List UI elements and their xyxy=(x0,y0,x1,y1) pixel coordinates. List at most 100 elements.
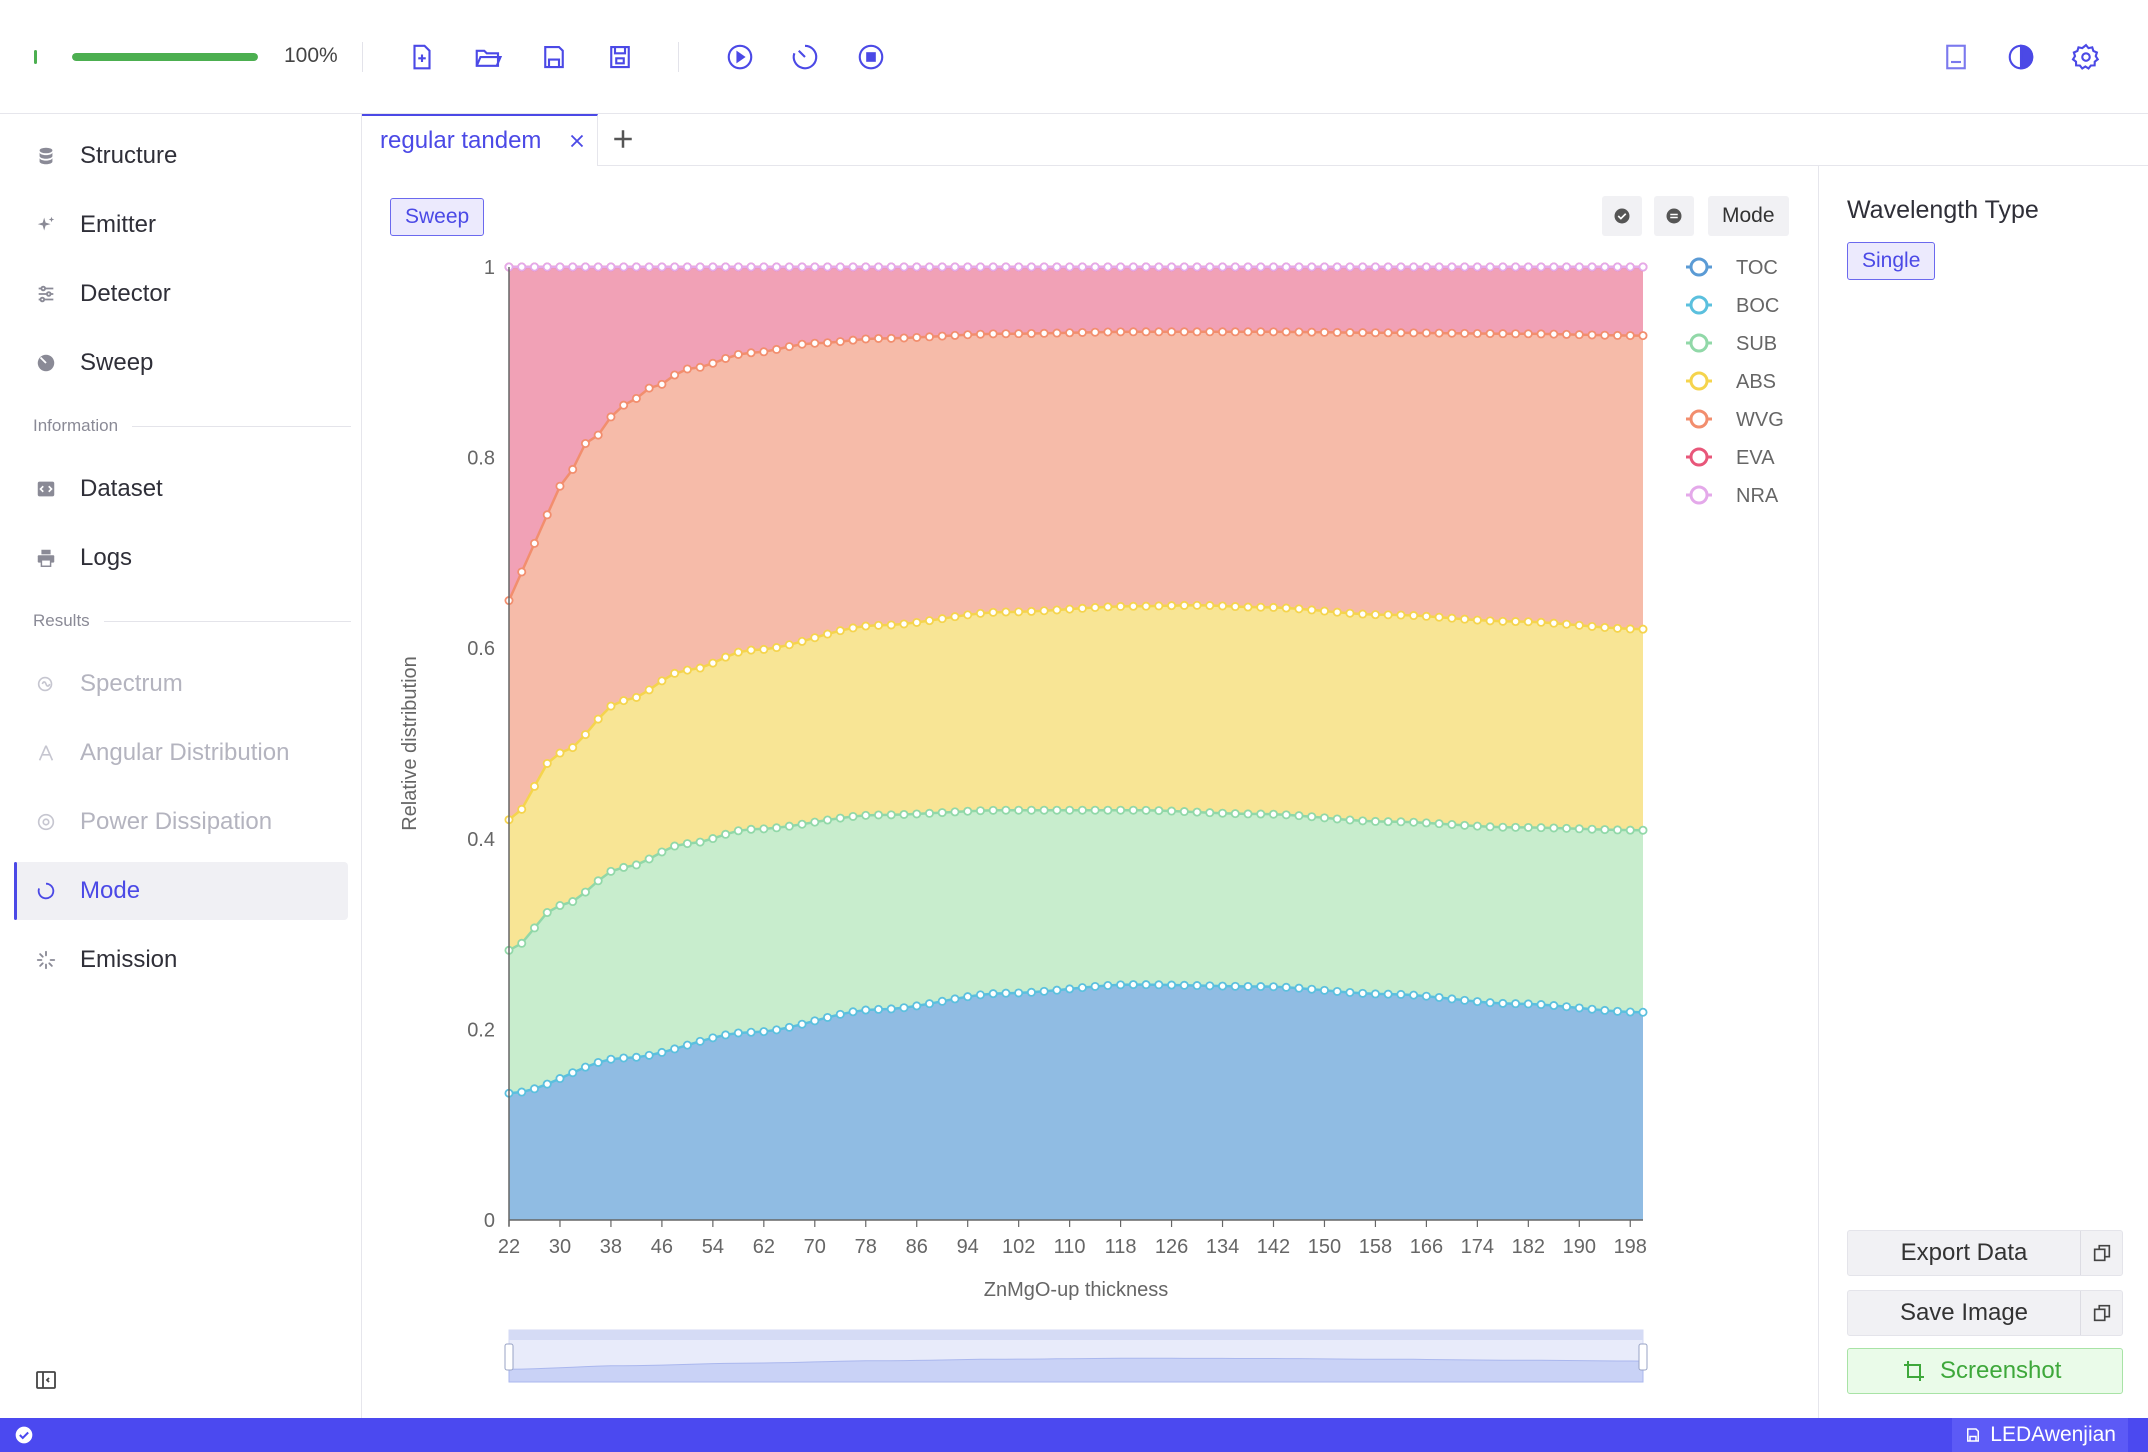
select-all-button[interactable] xyxy=(1602,196,1642,236)
point-boc xyxy=(1192,981,1202,991)
point-abs xyxy=(988,607,998,617)
point-sub xyxy=(759,824,769,834)
sidebar-item-power-dissipation[interactable]: Power Dissipation xyxy=(14,793,348,851)
sidebar-item-structure[interactable]: Structure xyxy=(14,127,348,185)
copy-image-button[interactable] xyxy=(2080,1291,2122,1335)
point-boc xyxy=(1307,984,1317,994)
point-abs xyxy=(1090,603,1100,613)
point-abs xyxy=(1613,623,1623,633)
sidebar-item-logs[interactable]: Logs xyxy=(14,529,348,587)
point-nra xyxy=(950,262,960,272)
point-nra xyxy=(797,262,807,272)
point-sub xyxy=(1128,805,1138,815)
save-button[interactable] xyxy=(535,38,573,76)
sidebar-item-dataset[interactable]: Dataset xyxy=(14,460,348,518)
sidebar-item-sweep[interactable]: Sweep xyxy=(14,334,348,392)
save-image-button[interactable]: Save Image xyxy=(1847,1290,2123,1336)
point-abs xyxy=(695,663,705,673)
point-boc xyxy=(1039,986,1049,996)
point-nra xyxy=(1383,262,1393,272)
point-boc xyxy=(1256,982,1266,992)
sidebar-item-spectrum[interactable]: Spectrum xyxy=(14,655,348,713)
point-boc xyxy=(1370,989,1380,999)
point-nra xyxy=(1179,262,1189,272)
point-nra xyxy=(1014,262,1024,272)
point-boc xyxy=(1345,987,1355,997)
legend-label: NRA xyxy=(1736,485,1779,507)
point-nra xyxy=(619,262,629,272)
point-sub xyxy=(1562,823,1572,833)
point-nra xyxy=(1421,262,1431,272)
sidebar-item-emission[interactable]: Emission xyxy=(14,931,348,989)
copy-data-button[interactable] xyxy=(2080,1231,2122,1275)
sweep-button[interactable]: Sweep xyxy=(390,198,485,236)
theme-button[interactable] xyxy=(2002,38,2040,76)
clear-selection-button[interactable] xyxy=(1654,196,1694,236)
save-as-button[interactable] xyxy=(601,38,639,76)
point-abs xyxy=(555,748,565,758)
sidebar-item-label: Dataset xyxy=(80,475,163,502)
point-sub xyxy=(1065,805,1075,815)
add-tab-button[interactable] xyxy=(608,124,638,154)
point-nra xyxy=(1434,262,1444,272)
settings-button[interactable] xyxy=(2067,38,2105,76)
project-indicator[interactable]: LEDAwenjian xyxy=(1952,1418,2128,1452)
point-boc xyxy=(1230,981,1240,991)
stop-button[interactable] xyxy=(852,38,890,76)
power-icon xyxy=(34,810,58,834)
docs-button[interactable] xyxy=(1937,38,1975,76)
close-tab-button[interactable] xyxy=(566,130,588,152)
single-type-button[interactable]: Single xyxy=(1847,242,1936,280)
point-boc xyxy=(657,1047,667,1057)
stop-icon xyxy=(858,44,884,70)
point-nra xyxy=(1077,262,1087,272)
timer-button[interactable] xyxy=(786,38,824,76)
export-data-button[interactable]: Export Data xyxy=(1847,1230,2123,1276)
point-abs xyxy=(1065,604,1075,614)
point-abs xyxy=(950,612,960,622)
point-abs xyxy=(568,743,578,753)
point-abs xyxy=(1077,603,1087,613)
point-wvg xyxy=(1014,329,1024,339)
point-wvg xyxy=(886,333,896,343)
point-sub xyxy=(848,811,858,821)
point-sub xyxy=(1039,805,1049,815)
point-wvg xyxy=(1230,327,1240,337)
point-boc xyxy=(1511,999,1521,1009)
y-tick-label: 0.8 xyxy=(467,448,495,470)
point-abs xyxy=(682,665,692,675)
x-tick-label: 134 xyxy=(1206,1236,1239,1258)
point-nra xyxy=(924,262,934,272)
point-wvg xyxy=(1116,327,1126,337)
sidebar-item-emitter[interactable]: Emitter xyxy=(14,196,348,254)
legend-label: EVA xyxy=(1736,447,1775,469)
screenshot-button[interactable]: Screenshot xyxy=(1847,1348,2123,1394)
sidebar-item-angular-distribution[interactable]: Angular Distribution xyxy=(14,724,348,782)
zoom-handle-right xyxy=(1638,1343,1648,1371)
collapse-sidebar-button[interactable] xyxy=(34,1368,58,1392)
x-tick-label: 94 xyxy=(957,1236,979,1258)
area-wvg xyxy=(509,331,1643,820)
sidebar-item-detector[interactable]: Detector xyxy=(14,265,348,323)
x-tick-label: 62 xyxy=(753,1236,775,1258)
section-information: Information xyxy=(33,416,351,436)
sidebar-item-mode[interactable]: Mode xyxy=(14,862,348,920)
point-abs xyxy=(1562,619,1572,629)
point-nra xyxy=(1052,262,1062,272)
point-abs xyxy=(1014,607,1024,617)
new-file-button[interactable] xyxy=(403,38,441,76)
mode-button[interactable]: Mode xyxy=(1708,196,1789,236)
point-nra xyxy=(644,262,654,272)
emission-icon xyxy=(34,948,58,972)
area-sub xyxy=(509,810,1643,1094)
point-abs xyxy=(593,714,603,724)
point-boc xyxy=(1243,981,1253,991)
y-tick-label: 0 xyxy=(484,1210,495,1232)
sidebar-item-label: Emitter xyxy=(80,211,157,238)
run-button[interactable] xyxy=(721,38,759,76)
x-tick-label: 70 xyxy=(804,1236,826,1258)
open-folder-button[interactable] xyxy=(469,38,507,76)
tab-regular-tandem[interactable]: regular tandem xyxy=(362,114,598,166)
sidebar-item-label: Sweep xyxy=(80,349,154,376)
stacked-area-chart[interactable]: 0 0.2 0.4 0.6 0.8 1 22 30 38 46 54 62 70 78 86 94 102 110… xyxy=(362,166,1818,1418)
